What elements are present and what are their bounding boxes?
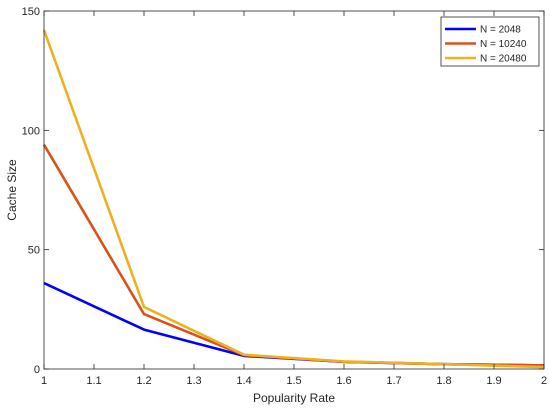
legend-label-3: N = 20480 [480, 54, 527, 65]
y-axis-label: Cache Size [5, 159, 19, 221]
series-line-3 [42, 29, 545, 369]
x-tick-label: 1 [41, 375, 47, 387]
legend: N = 2048 N = 10240 N = 20480 [440, 16, 540, 67]
x-tick-label: 1.5 [286, 375, 301, 387]
y-tick-label: 0 [34, 364, 40, 376]
plot-area [44, 11, 544, 369]
x-tick-label: 1.6 [336, 375, 351, 387]
y-tick-label: 50 [28, 245, 40, 257]
y-tick-label: 150 [22, 6, 40, 18]
x-tick-label: 1.8 [436, 375, 451, 387]
x-tick-label: 1.4 [236, 375, 251, 387]
x-tick-label: 1.2 [136, 375, 151, 387]
y-axis: 0 50 100 150 [22, 6, 544, 376]
x-tick-label: 1.7 [386, 375, 401, 387]
x-tick-label: 1.1 [86, 375, 101, 387]
legend-label-2: N = 10240 [480, 39, 527, 50]
series-layer [42, 29, 545, 369]
x-axis: 1 1.1 1.2 1.3 1.4 1.5 1.6 1.7 1.8 1.9 2 [41, 11, 547, 387]
x-tick-label: 1.9 [486, 375, 501, 387]
legend-label-1: N = 2048 [480, 25, 521, 36]
y-tick-label: 100 [22, 125, 40, 137]
x-tick-label: 1.3 [186, 375, 201, 387]
x-axis-label: Popularity Rate [253, 391, 335, 405]
x-tick-label: 2 [541, 375, 547, 387]
